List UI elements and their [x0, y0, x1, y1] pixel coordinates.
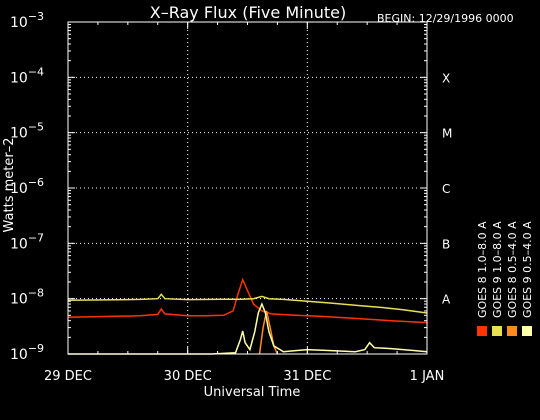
series-line-4	[68, 301, 428, 355]
legend-swatch	[492, 326, 502, 336]
flare-class-label: A	[442, 293, 451, 307]
legend-swatch	[522, 326, 532, 336]
x-tick-label: 30 DEC	[164, 369, 212, 384]
legend-label: GOES 8 1.0–8.0 A	[476, 221, 489, 318]
x-tick-label: 1 JAN	[410, 369, 445, 384]
y-tick-label: 10−3	[10, 10, 44, 31]
legend-label: GOES 9 1.0–8.0 A	[491, 221, 504, 318]
legend-label: GOES 9 0.5–4.0 A	[521, 221, 534, 318]
y-tick-label: 10−9	[10, 342, 44, 363]
flare-class-labels: A B C M X	[442, 71, 452, 306]
flare-class-label: B	[442, 237, 450, 251]
series-lines	[67, 277, 428, 355]
y-tick-label: 10−6	[10, 176, 44, 197]
legend-swatch	[477, 326, 487, 336]
axes: 10−9 10−8 10−7 10−6 10−5 10−4 10−3 29 DEC 30 DEC…	[10, 10, 444, 384]
y-axis-label: Watts meter–2	[2, 138, 17, 233]
series-line-1	[67, 277, 428, 324]
legend: GOES 8 1.0–8.0 A GOES 9 1.0–8.0 A GOES 8 0…	[476, 221, 534, 336]
flare-class-label: C	[442, 182, 450, 196]
flare-class-label: X	[442, 71, 450, 85]
x-axis-label: Universal Time	[204, 385, 301, 400]
y-tick-label: 10−4	[10, 65, 44, 86]
x-tick-label: 31 DEC	[283, 369, 331, 384]
legend-swatch	[507, 326, 517, 336]
chart-title: X–Ray Flux (Five Minute)	[150, 3, 346, 22]
series-line-2	[67, 293, 428, 314]
grid	[68, 22, 427, 354]
y-tick-label: 10−8	[10, 287, 44, 308]
flare-class-label: M	[442, 127, 452, 141]
series-line-3	[258, 310, 279, 355]
legend-label: GOES 8 0.5–4.0 A	[506, 221, 519, 318]
y-tick-label: 10−7	[10, 231, 44, 252]
x-tick-label: 29 DEC	[44, 369, 92, 384]
y-tick-label: 10−5	[10, 121, 44, 142]
